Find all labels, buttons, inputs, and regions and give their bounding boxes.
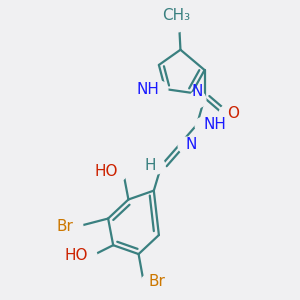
Text: Br: Br	[149, 274, 166, 290]
Text: N: N	[191, 84, 203, 99]
Text: N: N	[185, 137, 197, 152]
Text: CH₃: CH₃	[163, 8, 191, 23]
Text: H: H	[145, 158, 156, 173]
Text: HO: HO	[64, 248, 88, 263]
Text: Br: Br	[57, 219, 74, 234]
Text: O: O	[227, 106, 239, 121]
Text: NH: NH	[203, 117, 226, 132]
Text: NH: NH	[136, 82, 159, 97]
Text: HO: HO	[95, 164, 118, 179]
